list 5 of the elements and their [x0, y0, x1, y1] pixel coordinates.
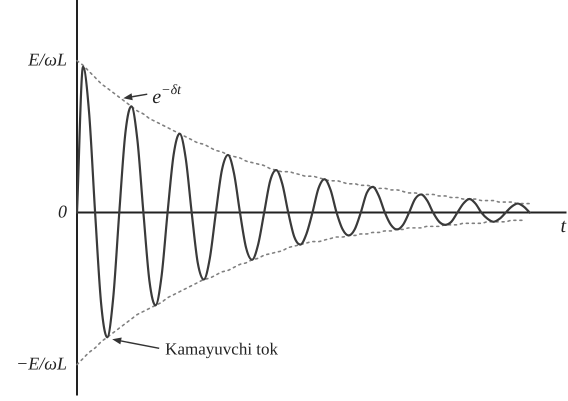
text: E/ωL — [27, 50, 68, 70]
annotation: Kamayuvchi tok — [165, 339, 279, 358]
text: 0 — [58, 201, 67, 222]
x-axis-title: t — [560, 214, 566, 237]
text: −E/ωL — [16, 353, 68, 374]
